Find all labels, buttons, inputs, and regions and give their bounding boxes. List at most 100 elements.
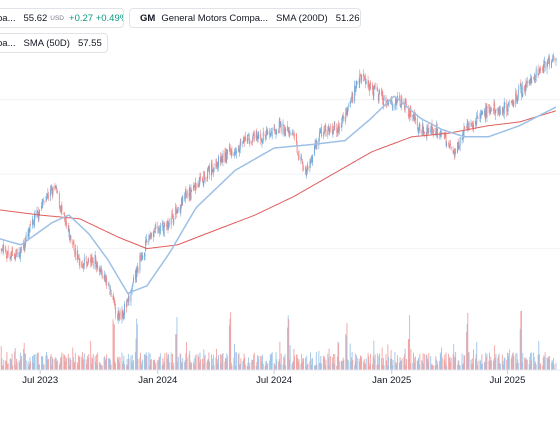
volume-bar — [315, 352, 317, 370]
candle-body — [94, 254, 96, 269]
candle-body — [127, 296, 129, 301]
volume-bar — [221, 354, 223, 370]
candle-body — [16, 249, 18, 257]
candle-body — [109, 291, 111, 292]
candle-body — [9, 254, 11, 260]
candle-body — [190, 188, 192, 200]
volume-bar — [34, 354, 36, 370]
candle-body — [485, 106, 487, 118]
volume-bar — [208, 352, 210, 370]
volume-bar — [292, 360, 294, 370]
candle-body — [439, 135, 441, 137]
volume-bar — [471, 358, 473, 370]
volume-bar — [394, 352, 396, 370]
candle-body — [51, 188, 53, 191]
volume-bar — [374, 359, 375, 370]
volume-bar — [282, 364, 284, 370]
candle-body — [421, 124, 423, 131]
volume-bar — [436, 359, 437, 370]
volume-bar — [262, 363, 264, 370]
candle-body — [510, 100, 512, 102]
candle-body — [48, 196, 49, 198]
volume-bar — [519, 328, 521, 370]
candle-body — [329, 126, 331, 128]
candle-body — [126, 300, 128, 307]
candle-body — [346, 109, 348, 116]
candle-body — [462, 133, 464, 137]
candle-body — [502, 107, 504, 113]
volume-bar — [5, 360, 7, 370]
volume-bar — [74, 361, 76, 370]
candle-body — [69, 234, 71, 239]
volume-bar — [515, 363, 517, 370]
candle-body — [546, 62, 548, 70]
volume-bar — [235, 365, 237, 370]
volume-bar — [382, 358, 384, 370]
candle-body — [544, 60, 545, 64]
price-candles[interactable] — [0, 52, 557, 324]
candle-body — [396, 99, 398, 106]
volume-bar — [114, 361, 116, 370]
volume-bar — [70, 359, 72, 370]
candle-body — [186, 195, 187, 198]
legend-price[interactable]: pa... 55.62 USD +0.27 +0.49% — [0, 8, 124, 28]
candle-body — [535, 69, 537, 77]
candle-body — [228, 147, 230, 149]
candle-body — [261, 141, 263, 143]
candle-body — [303, 168, 304, 170]
volume-bar — [387, 344, 389, 370]
volume-bar — [72, 357, 74, 370]
candle-body — [87, 259, 89, 262]
volume-bar — [501, 354, 503, 370]
candle-body — [446, 143, 448, 146]
candle-body — [198, 177, 200, 187]
volume-bar — [25, 360, 27, 370]
volume-bar — [289, 360, 290, 370]
volume-bar — [552, 362, 554, 370]
candle-body — [452, 149, 454, 153]
volume-bar — [101, 365, 102, 370]
volume-bar — [482, 363, 483, 370]
candle-body — [535, 79, 536, 80]
candle-body — [503, 109, 505, 113]
volume-bar — [29, 357, 31, 370]
volume-bar — [289, 345, 291, 370]
legend-sma50[interactable]: pa... SMA (50D) 57.55 — [0, 33, 108, 53]
candle-body — [104, 274, 106, 282]
candle-body — [403, 101, 405, 103]
volume-bar — [209, 361, 211, 370]
legend-sma200[interactable]: GM General Motors Compa... SMA (200D) 51… — [129, 8, 361, 28]
candle-body — [83, 258, 85, 266]
candle-body — [458, 146, 460, 150]
volume-bar — [548, 359, 550, 370]
volume-bar — [489, 360, 491, 370]
volume-bar — [216, 359, 218, 370]
volume-bar — [404, 348, 406, 370]
volume-bar — [547, 356, 549, 370]
volume-bar — [275, 352, 277, 370]
candle-body — [538, 73, 540, 75]
volume-bar — [307, 363, 309, 370]
candle-body — [14, 258, 16, 261]
volume-bar — [149, 365, 150, 370]
volume-bar — [388, 356, 389, 370]
candle-body — [515, 94, 517, 100]
candle-body — [55, 186, 57, 187]
candle-body — [436, 125, 437, 135]
candle-body — [113, 297, 115, 299]
candle-body — [5, 252, 7, 255]
candle-body — [168, 222, 170, 228]
candle-body — [440, 134, 442, 135]
volume-bar — [467, 352, 469, 370]
candle-body — [149, 235, 151, 237]
candle-body — [100, 269, 102, 275]
candle-body — [430, 125, 432, 132]
legend-price-change-pct: +0.49% — [95, 12, 123, 24]
volume-bar — [65, 356, 67, 370]
volume-bar — [5, 361, 7, 370]
volume-bar — [370, 353, 372, 370]
candle-body — [495, 108, 497, 111]
candle-body — [517, 95, 519, 100]
